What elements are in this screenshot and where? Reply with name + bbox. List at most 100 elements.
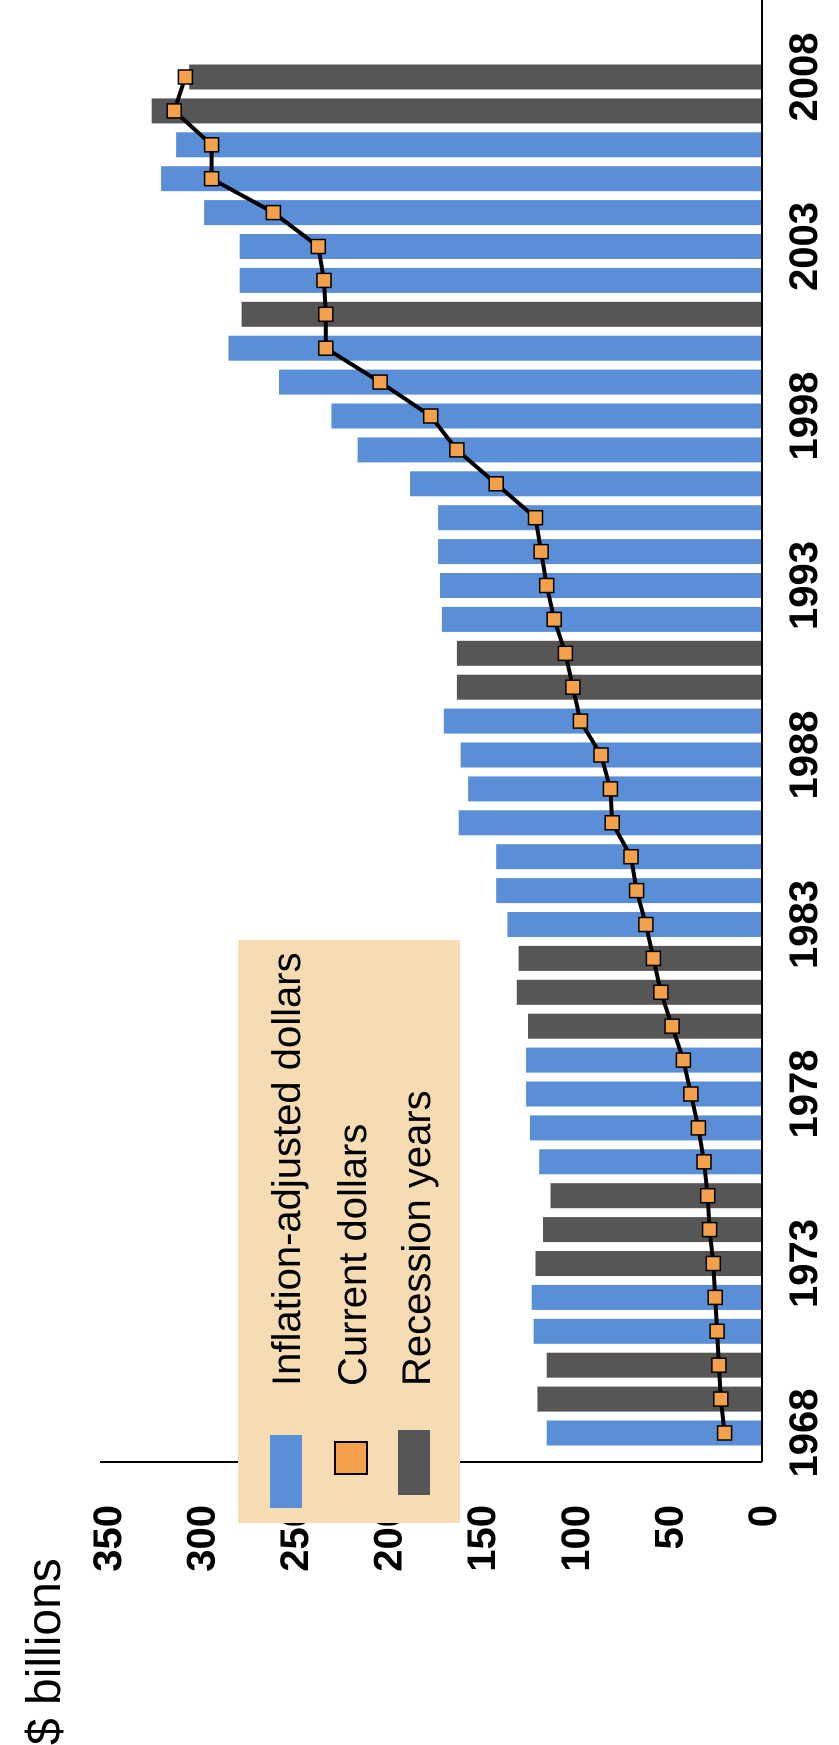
current-dollars-marker-1992 xyxy=(546,611,562,628)
inflation-adjusted-bar-1999 xyxy=(279,369,762,395)
recession-bar-2008 xyxy=(189,64,762,90)
inflation-adjusted-bar-1983 xyxy=(507,912,762,937)
current-dollars-marker-1987 xyxy=(602,781,619,797)
recession-bar-2007 xyxy=(151,98,762,124)
inflation-adjusted-bar-1996 xyxy=(410,471,762,497)
x-tick-label-1988: 1988 xyxy=(782,711,826,800)
current-dollars-marker-1999 xyxy=(372,374,388,390)
current-dollars-marker-1991 xyxy=(557,645,574,662)
inflation-adjusted-bar-2004 xyxy=(204,200,763,226)
y-tick-label-300: 300 xyxy=(179,1505,223,1572)
current-dollars-marker-1968 xyxy=(716,1425,733,1441)
current-dollars-marker-1985 xyxy=(623,848,639,865)
tick-labels: 0501001502002503003501968197319781983198… xyxy=(86,33,826,1572)
current-dollars-marker-1995 xyxy=(527,509,544,526)
inflation-adjusted-bar-2000 xyxy=(228,335,762,361)
inflation-adjusted-bar-1992 xyxy=(441,606,762,632)
y-tick-label-150: 150 xyxy=(460,1505,504,1572)
current-dollars-marker-1969 xyxy=(713,1391,729,1407)
x-tick-label-1983: 1983 xyxy=(782,880,826,969)
x-tick-label-1998: 1998 xyxy=(782,372,826,461)
x-tick-label-1973: 1973 xyxy=(782,1219,826,1308)
inflation-adjusted-bar-1976 xyxy=(539,1149,762,1175)
legend-swatch-inflation-adjusted xyxy=(270,1435,302,1508)
legend-swatch-recession xyxy=(398,1430,430,1495)
current-dollars-series xyxy=(166,69,733,1441)
current-dollars-marker-1977 xyxy=(690,1120,707,1136)
y-tick-label-50: 50 xyxy=(647,1505,691,1550)
inflation-adjusted-bar-1995 xyxy=(438,505,762,531)
y-tick-label-350: 350 xyxy=(86,1505,130,1572)
current-dollars-marker-1997 xyxy=(449,442,465,458)
x-tick-label-1968: 1968 xyxy=(782,1389,826,1478)
current-dollars-marker-2004 xyxy=(265,204,282,221)
current-dollars-marker-2000 xyxy=(318,340,334,356)
current-dollars-marker-1994 xyxy=(533,543,549,560)
legend-label-inflation-adjusted: Inflation-adjusted dollars xyxy=(265,952,309,1386)
current-dollars-marker-1982 xyxy=(645,950,662,967)
inflation-adjusted-bar-1993 xyxy=(440,573,762,598)
current-dollars-marker-2003 xyxy=(310,238,327,255)
current-dollars-marker-1996 xyxy=(488,476,504,492)
current-dollars-marker-2001 xyxy=(318,306,334,323)
legend-label-recession: Recession years xyxy=(395,1090,439,1386)
current-dollars-marker-1984 xyxy=(628,882,645,899)
current-dollars-marker-1978 xyxy=(683,1086,699,1102)
inflation-adjusted-bar-2005 xyxy=(161,166,763,192)
inflation-adjusted-bar-1978 xyxy=(526,1081,762,1107)
inflation-adjusted-bar-1972 xyxy=(531,1284,762,1310)
legend-swatch-current-dollars xyxy=(334,1441,368,1475)
x-tick-label-1978: 1978 xyxy=(782,1050,826,1139)
current-dollars-marker-1976 xyxy=(696,1154,712,1170)
y-tick-label-100: 100 xyxy=(554,1505,598,1572)
inflation-adjusted-bar-1979 xyxy=(526,1047,762,1073)
current-dollars-marker-1979 xyxy=(675,1052,692,1068)
inflation-adjusted-bar-1994 xyxy=(438,539,762,565)
recession-bar-1974 xyxy=(543,1217,762,1243)
current-dollars-marker-1975 xyxy=(699,1187,716,1204)
inflation-adjusted-bar-1997 xyxy=(357,437,762,463)
x-tick-label-2003: 2003 xyxy=(782,202,826,291)
x-tick-label-1993: 1993 xyxy=(782,541,826,630)
current-dollars-marker-1998 xyxy=(422,408,439,424)
current-dollars-marker-1990 xyxy=(565,679,581,695)
current-dollars-marker-2002 xyxy=(316,272,332,289)
current-dollars-marker-1988 xyxy=(593,747,609,763)
current-dollars-marker-2008 xyxy=(177,69,194,85)
current-dollars-marker-1971 xyxy=(709,1323,725,1340)
recession-bar-1975 xyxy=(550,1183,762,1209)
current-dollars-marker-2007 xyxy=(166,103,182,119)
inflation-adjusted-bar-1989 xyxy=(443,708,762,734)
inflation-adjusted-bar-1998 xyxy=(331,403,762,429)
inflation-adjusted-bar-1977 xyxy=(529,1115,762,1141)
y-axis-title: $ billions xyxy=(18,1558,71,1745)
current-dollars-marker-1972 xyxy=(707,1289,723,1306)
current-dollars-marker-1986 xyxy=(604,815,620,831)
recession-bar-1991 xyxy=(456,640,762,666)
legend-label-current-dollars: Current dollars xyxy=(331,1124,375,1386)
recession-bar-1982 xyxy=(518,945,762,971)
x-tick-label-2008: 2008 xyxy=(782,33,826,122)
current-dollars-marker-2005 xyxy=(203,170,220,187)
legend: Inflation-adjusted dollars Current dolla… xyxy=(238,940,460,1523)
current-dollars-marker-1980 xyxy=(664,1018,680,1034)
inflation-adjusted-bar-2006 xyxy=(176,132,763,158)
current-dollars-marker-2006 xyxy=(203,137,220,153)
inflation-adjusted-bar-1971 xyxy=(533,1318,762,1344)
recession-bar-1973 xyxy=(535,1251,762,1276)
current-dollars-marker-1974 xyxy=(701,1221,718,1238)
recession-bar-1970 xyxy=(546,1352,762,1378)
inflation-adjusted-bar-2003 xyxy=(239,234,762,259)
recession-bar-1980 xyxy=(528,1013,762,1039)
current-dollars-marker-1993 xyxy=(538,577,555,594)
current-dollars-marker-1983 xyxy=(638,916,654,933)
legend-box xyxy=(238,940,460,1523)
current-dollars-marker-1973 xyxy=(705,1255,722,1272)
current-dollars-marker-1970 xyxy=(711,1357,727,1373)
y-tick-label-0: 0 xyxy=(741,1505,785,1527)
inflation-adjusted-bar-1988 xyxy=(460,742,762,768)
recession-bar-1981 xyxy=(516,979,762,1005)
current-dollars-marker-1989 xyxy=(572,713,589,729)
current-dollars-marker-1981 xyxy=(653,984,669,1001)
